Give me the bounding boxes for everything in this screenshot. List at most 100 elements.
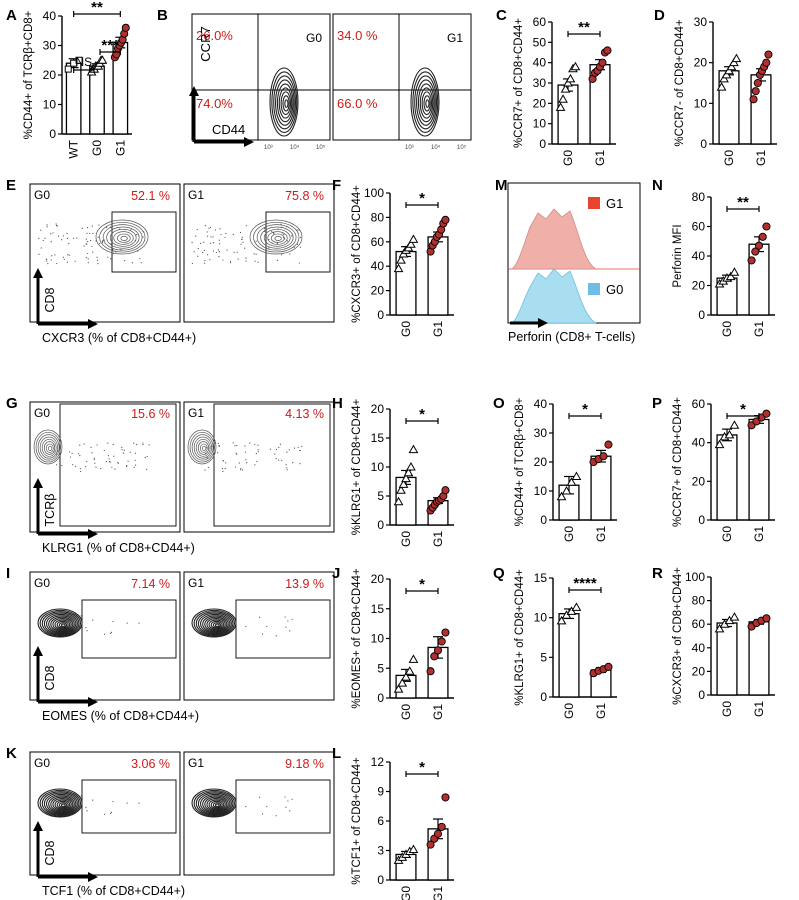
contour-ring: [41, 611, 80, 636]
arrow-head-icon: [33, 821, 43, 831]
event-dot: [197, 255, 199, 257]
histogram-g1: [510, 208, 597, 270]
event-dot: [197, 248, 199, 250]
contour-ring: [193, 609, 236, 637]
event-dot: [85, 256, 87, 259]
event-dot: [148, 444, 150, 446]
contour-ring: [273, 75, 297, 130]
event-dot: [54, 254, 56, 256]
y-tick-label: 0: [540, 690, 547, 704]
y-tick-label: 0: [698, 513, 705, 527]
event-dot: [297, 446, 299, 448]
x-axis-title: CXCR3 (% of CD8+CD44+): [42, 331, 196, 345]
contour-ring: [47, 445, 53, 451]
event-dot: [253, 253, 255, 255]
event-dot: [66, 261, 68, 263]
event-dot: [38, 253, 40, 255]
x-category-label: G0: [399, 321, 413, 337]
flow-panel-b: G0 26.0% 74.0% 10³ 10⁴ 10⁵ G1 34.0 % 66.0 % 10³ 10…: [189, 13, 472, 151]
y-tick-label: 30: [43, 39, 57, 53]
contour-ring: [199, 443, 208, 453]
flow-plot-g0: G0 15.6 %: [29, 401, 181, 533]
event-dot: [62, 235, 64, 237]
bar-chart-d: 0 10 20 30 %CCR7- of CD8+CD44+ G0 G1: [674, 15, 777, 166]
event-dot: [209, 226, 212, 228]
y-tick-label: 20: [533, 96, 547, 110]
y-tick-label: 20: [692, 474, 706, 488]
event-dot: [218, 256, 220, 258]
y-tick-label: 80: [371, 210, 385, 224]
event-dot: [236, 444, 238, 447]
y-tick-label: 5: [377, 661, 384, 675]
event-dot: [124, 259, 126, 262]
event-dot: [99, 242, 101, 245]
legend-label: G0: [606, 282, 623, 297]
event-dot: [103, 449, 105, 452]
contour-ring: [189, 431, 215, 463]
data-point-triangle: [719, 73, 729, 83]
sample-name: G1: [188, 406, 204, 420]
event-dot: [97, 262, 99, 265]
event-dot: [131, 262, 134, 264]
y-axis-title: %CCR7- of CD8+CD44+: [674, 19, 686, 146]
event-dot: [206, 457, 208, 459]
data-point-triangle: [555, 102, 566, 111]
axis-tick-tiny: 10⁵: [316, 144, 326, 151]
event-dot: [100, 467, 102, 470]
quadrant-value-upper: 34.0 %: [337, 28, 378, 43]
event-dot: [127, 460, 129, 462]
event-dot: [256, 460, 258, 463]
flow-panel-k: G0 3.06 % G1 9.18 % TCF1 (% of CD8+CD44+) CD8: [29, 751, 335, 898]
event-dot: [129, 451, 131, 453]
contour-ring: [284, 99, 289, 108]
contour-ring: [58, 622, 68, 628]
arrow-head-icon: [244, 137, 254, 147]
event-dot: [105, 460, 108, 463]
x-category-label: G0: [399, 704, 413, 720]
event-dot: [218, 239, 221, 241]
event-dot: [123, 449, 125, 451]
data-point-triangle: [729, 57, 739, 67]
data-point-triangle: [714, 439, 725, 449]
y-tick-label: 15: [371, 602, 385, 616]
y-tick-label: 20: [694, 56, 708, 70]
y-tick-label: 20: [371, 402, 385, 416]
contour-ring: [249, 219, 303, 255]
event-dot: [282, 236, 285, 239]
y-axis-title: %KLRG1+ of CD8+CD44+: [514, 569, 526, 706]
event-dot: [219, 243, 221, 245]
event-dot: [102, 239, 104, 242]
y-tick-label: 40: [533, 56, 547, 70]
contour-ring: [212, 622, 222, 628]
gate-percentage: 3.06 %: [131, 757, 170, 771]
event-dot: [92, 251, 94, 253]
y-tick-label: 0: [540, 513, 547, 527]
contour-ring: [269, 67, 299, 137]
event-dot: [89, 239, 92, 242]
panel-letter-f: F: [332, 177, 341, 194]
y-tick-label: 10: [371, 632, 385, 646]
panel-letter-j: J: [332, 565, 340, 582]
event-dot: [40, 229, 42, 231]
data-point-circle: [753, 78, 762, 88]
panel-letter-p: P: [652, 395, 662, 412]
event-dot: [225, 232, 227, 235]
contour-ring: [37, 788, 83, 818]
event-dot: [81, 227, 83, 229]
event-dot: [71, 452, 73, 454]
event-dot: [146, 455, 148, 458]
event-dot: [289, 630, 291, 632]
contour-ring: [271, 71, 298, 133]
x-category-label: G0: [562, 526, 576, 542]
data-point-triangle: [406, 239, 416, 248]
axis-tick-tiny: 10⁴: [431, 144, 441, 151]
arrow-head-icon: [189, 86, 199, 96]
event-dot: [261, 813, 264, 815]
event-dot: [299, 246, 301, 248]
x-axis-title: EOMES (% of CD8+CD44+): [42, 709, 199, 723]
event-dot: [191, 241, 193, 244]
significance-label: **: [578, 19, 590, 36]
event-dot: [296, 243, 299, 245]
event-dot: [238, 462, 240, 464]
event-dot: [258, 616, 261, 618]
